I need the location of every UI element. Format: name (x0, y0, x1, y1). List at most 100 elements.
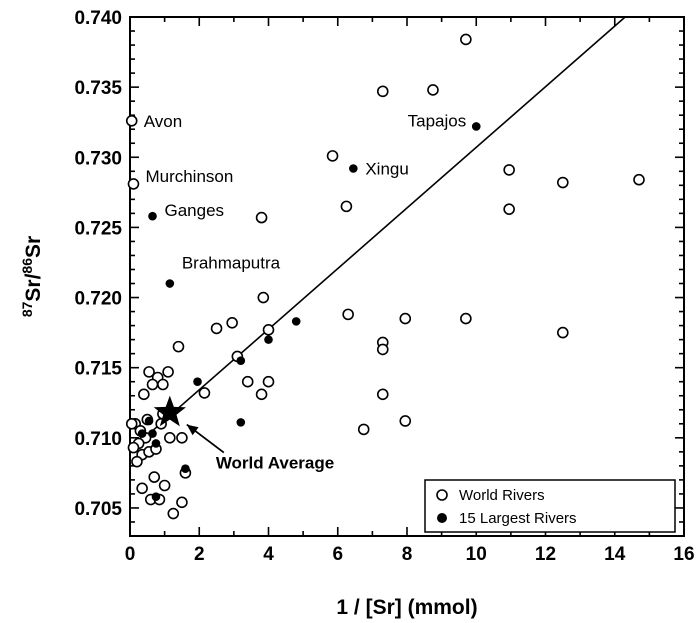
largest-river-point (349, 164, 358, 173)
world-river-point (162, 366, 174, 378)
trend-line-group (129, 16, 626, 452)
y-tick-label: 0.705 (74, 499, 122, 520)
world-river-point (357, 423, 370, 436)
y-tick-label: 0.710 (74, 429, 122, 450)
x-axis-title: 1 / [Sr] (mmol) (336, 596, 477, 619)
world-river-point (399, 415, 412, 427)
world-river-point (460, 312, 472, 325)
world-river-point (167, 507, 180, 520)
largest-river-point (181, 464, 190, 473)
largest-river-point (236, 356, 246, 365)
world-rivers-points (125, 33, 645, 520)
world-river-point (340, 200, 353, 213)
largest-river-point (148, 211, 157, 221)
world-river-point (257, 291, 270, 304)
x-tick-label: 14 (604, 544, 626, 565)
world-river-point (326, 150, 339, 162)
largest-river-point (471, 122, 481, 131)
label-avon: Avon (144, 112, 182, 131)
world-river-point (125, 417, 138, 430)
y-tick-label: 0.725 (74, 218, 122, 239)
world-river-point (376, 85, 389, 98)
y-tick-label: 0.715 (74, 359, 122, 380)
largest-river-point (151, 492, 161, 502)
y-axis-title-superscript-86: 86 (19, 258, 35, 274)
legend-label-world-rivers: World Rivers (459, 487, 545, 504)
largest-rivers-points (137, 122, 481, 502)
world-river-point (460, 33, 472, 46)
annotations: Avon Murchinson Ganges Brahmaputra Tapajos Xi… (144, 111, 467, 472)
world-river-point (125, 115, 138, 127)
largest-river-point (151, 439, 161, 448)
world-river-point (176, 496, 188, 509)
y-axis-title-sr-2: Sr (22, 236, 45, 258)
legend-open-circle-marker (436, 489, 448, 501)
label-ganges: Ganges (165, 201, 225, 220)
y-axis-title: 87Sr/86Sr (19, 236, 45, 317)
largest-river-point (291, 317, 301, 326)
axis-ticks (129, 16, 685, 537)
world-river-point (198, 387, 211, 399)
largest-river-point (236, 418, 246, 427)
world-river-point (131, 455, 143, 468)
legend-box (424, 479, 676, 533)
world-river-point (226, 316, 238, 329)
world-river-point (127, 441, 140, 454)
label-xingu: Xingu (365, 159, 408, 178)
label-brahmaputra: Brahmaputra (182, 254, 281, 273)
x-tick-label: 0 (125, 544, 136, 565)
world-river-point (146, 378, 159, 391)
world-river-point (376, 343, 389, 356)
world-river-point (176, 432, 188, 444)
world-river-point (376, 388, 389, 401)
axis-tick-labels: 0 2 4 6 8 10 12 14 16 0.705 0.710 0.715 0.720 0.725 0.… (74, 8, 694, 565)
trend-line (129, 16, 626, 452)
world-river-point (172, 340, 185, 353)
world-river-point (255, 211, 268, 224)
x-tick-label: 12 (535, 544, 556, 565)
legend: World Rivers 15 Largest Rivers (424, 479, 676, 533)
world-river-point (148, 471, 161, 483)
largest-river-point (193, 377, 202, 387)
world-river-point (210, 322, 223, 335)
world-river-point (164, 432, 176, 444)
world-average-star-group (153, 395, 186, 427)
world-river-point (503, 203, 515, 215)
legend-filled-circle-marker (437, 513, 447, 523)
x-tick-label: 10 (466, 544, 487, 565)
plot-frame (129, 16, 685, 537)
world-river-point (262, 324, 275, 336)
world-river-point (399, 312, 412, 325)
world-average-star (153, 395, 186, 427)
largest-river-point (144, 416, 154, 426)
world-river-point (557, 176, 569, 189)
largest-river-point (264, 335, 273, 344)
y-tick-label: 0.735 (74, 78, 122, 99)
largest-river-point (165, 279, 175, 288)
legend-label-15-largest-rivers: 15 Largest Rivers (459, 510, 577, 527)
world-river-point (136, 482, 148, 495)
label-murchinson: Murchinson (145, 167, 233, 186)
label-world-average: World Average (216, 454, 334, 473)
y-axis-title-sr-1: Sr/ (22, 273, 45, 301)
world-river-point (158, 479, 171, 492)
x-tick-label: 4 (263, 544, 274, 565)
world-average-arrow-head (186, 424, 199, 436)
plot-area (129, 16, 685, 537)
world-river-point (143, 366, 155, 378)
world-river-point (241, 375, 254, 388)
y-tick-label: 0.740 (74, 8, 122, 29)
y-axis-title-superscript-87: 87 (19, 301, 35, 317)
world-river-point (427, 84, 439, 96)
y-tick-label: 0.720 (74, 289, 122, 310)
world-river-point (127, 178, 140, 190)
world-river-point (255, 388, 268, 401)
largest-river-point (137, 429, 147, 438)
world-river-point (557, 326, 569, 339)
largest-river-point (148, 429, 157, 438)
world-river-point (503, 164, 515, 176)
world-river-point (262, 375, 275, 388)
x-tick-label: 8 (402, 544, 413, 565)
x-tick-label: 16 (673, 544, 694, 565)
x-tick-label: 6 (332, 544, 343, 565)
